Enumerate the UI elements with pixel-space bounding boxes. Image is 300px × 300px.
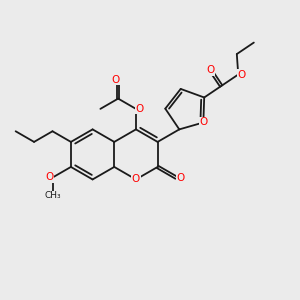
Text: O: O — [46, 172, 54, 182]
Text: O: O — [111, 75, 119, 85]
Text: O: O — [135, 104, 144, 114]
Text: CH₃: CH₃ — [45, 191, 61, 200]
Text: O: O — [238, 70, 246, 80]
Text: O: O — [176, 172, 184, 183]
Text: O: O — [199, 118, 208, 128]
Text: O: O — [132, 174, 140, 184]
Text: O: O — [207, 65, 215, 75]
